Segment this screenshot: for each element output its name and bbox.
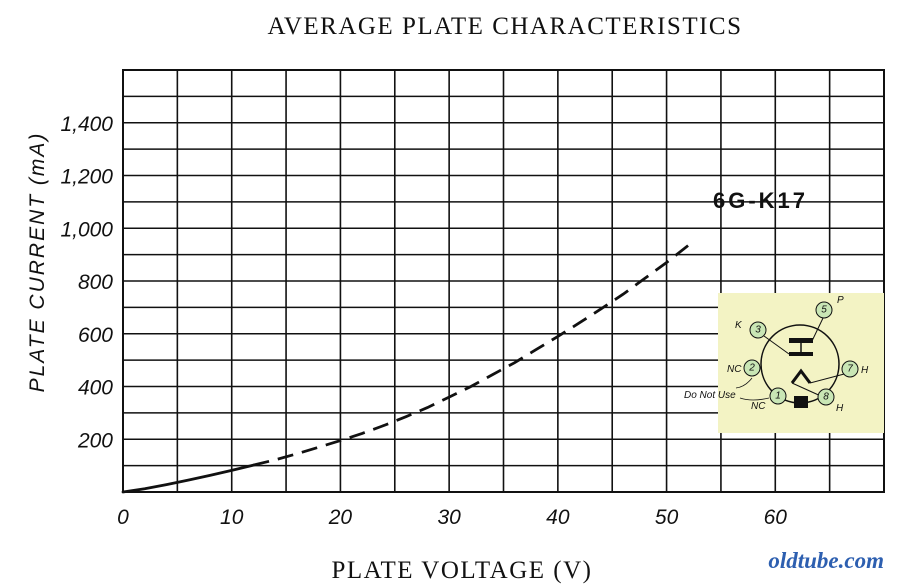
pin-5-circle [815, 301, 833, 319]
lead-pin-7 [809, 372, 849, 384]
x-tick-label: 30 [437, 506, 461, 529]
pin-5-number: 5 [821, 305, 827, 316]
watermark: oldtube.com [768, 548, 884, 573]
pin-1-label: NC [751, 401, 766, 412]
x-tick-label: 0 [117, 506, 129, 529]
x-tick-label: 50 [655, 506, 679, 529]
lead-pin-3 [763, 335, 790, 355]
pin-7-label: H [861, 365, 869, 376]
series-line-solid [121, 463, 255, 494]
pin-8-label: H [836, 403, 844, 414]
pin-8-number: 8 [823, 392, 829, 403]
pin-2-label: NC [727, 364, 742, 375]
series-layer [121, 244, 690, 494]
y-axis-label: PLATE CURRENT (mA) [26, 132, 49, 393]
note-pointer-2 [735, 377, 753, 389]
y-tick-label: 1,200 [60, 166, 113, 189]
y-tick-label: 600 [78, 324, 113, 347]
pin-5-label: P [837, 295, 844, 306]
plate-electrode [789, 338, 813, 343]
grid [122, 69, 885, 493]
pin-7-number: 7 [847, 364, 853, 375]
x-axis-label: PLATE VOLTAGE (V) [332, 557, 593, 584]
x-tick-label: 20 [328, 506, 353, 529]
chart-title: AVERAGE PLATE CHARACTERISTICS [267, 13, 742, 40]
y-tick-label: 800 [78, 271, 113, 294]
y-tick-label: 1,000 [60, 218, 113, 241]
lead-pin-5 [811, 315, 825, 342]
y-tick-label: 200 [77, 429, 113, 452]
pin-2-circle [743, 359, 761, 377]
y-axis-ticks: 200 400 600 800 1,000 1,200 1,400 [60, 113, 113, 453]
series-line-dashed [253, 244, 690, 467]
note-pointer-1 [739, 397, 770, 401]
pin-3-circle [749, 321, 767, 339]
cathode-electrode [789, 352, 813, 356]
base-key [794, 396, 808, 408]
pin-3-label: K [735, 320, 743, 331]
pin-1-number: 1 [775, 391, 781, 402]
x-tick-label: 60 [764, 506, 788, 529]
pin-8-circle [817, 388, 835, 406]
pin-7-circle [841, 360, 859, 378]
y-tick-label: 400 [78, 377, 113, 400]
y-tick-label: 1,400 [60, 113, 113, 136]
pin-2-number: 2 [748, 363, 755, 374]
x-tick-label: 10 [220, 506, 244, 529]
x-axis-ticks: 0 10 20 30 40 50 60 [117, 506, 787, 529]
x-tick-label: 40 [546, 506, 570, 529]
series-label-6g-k17: 6G-K17 [713, 188, 808, 213]
pin-3-number: 3 [755, 325, 761, 336]
tube-base-diagram: 5 3 2 7 1 8 P K NC H NC H Do Not Use [684, 293, 884, 433]
heater-element [790, 368, 812, 384]
do-not-use-note: Do Not Use [684, 390, 736, 401]
pin-1-circle [769, 387, 787, 405]
